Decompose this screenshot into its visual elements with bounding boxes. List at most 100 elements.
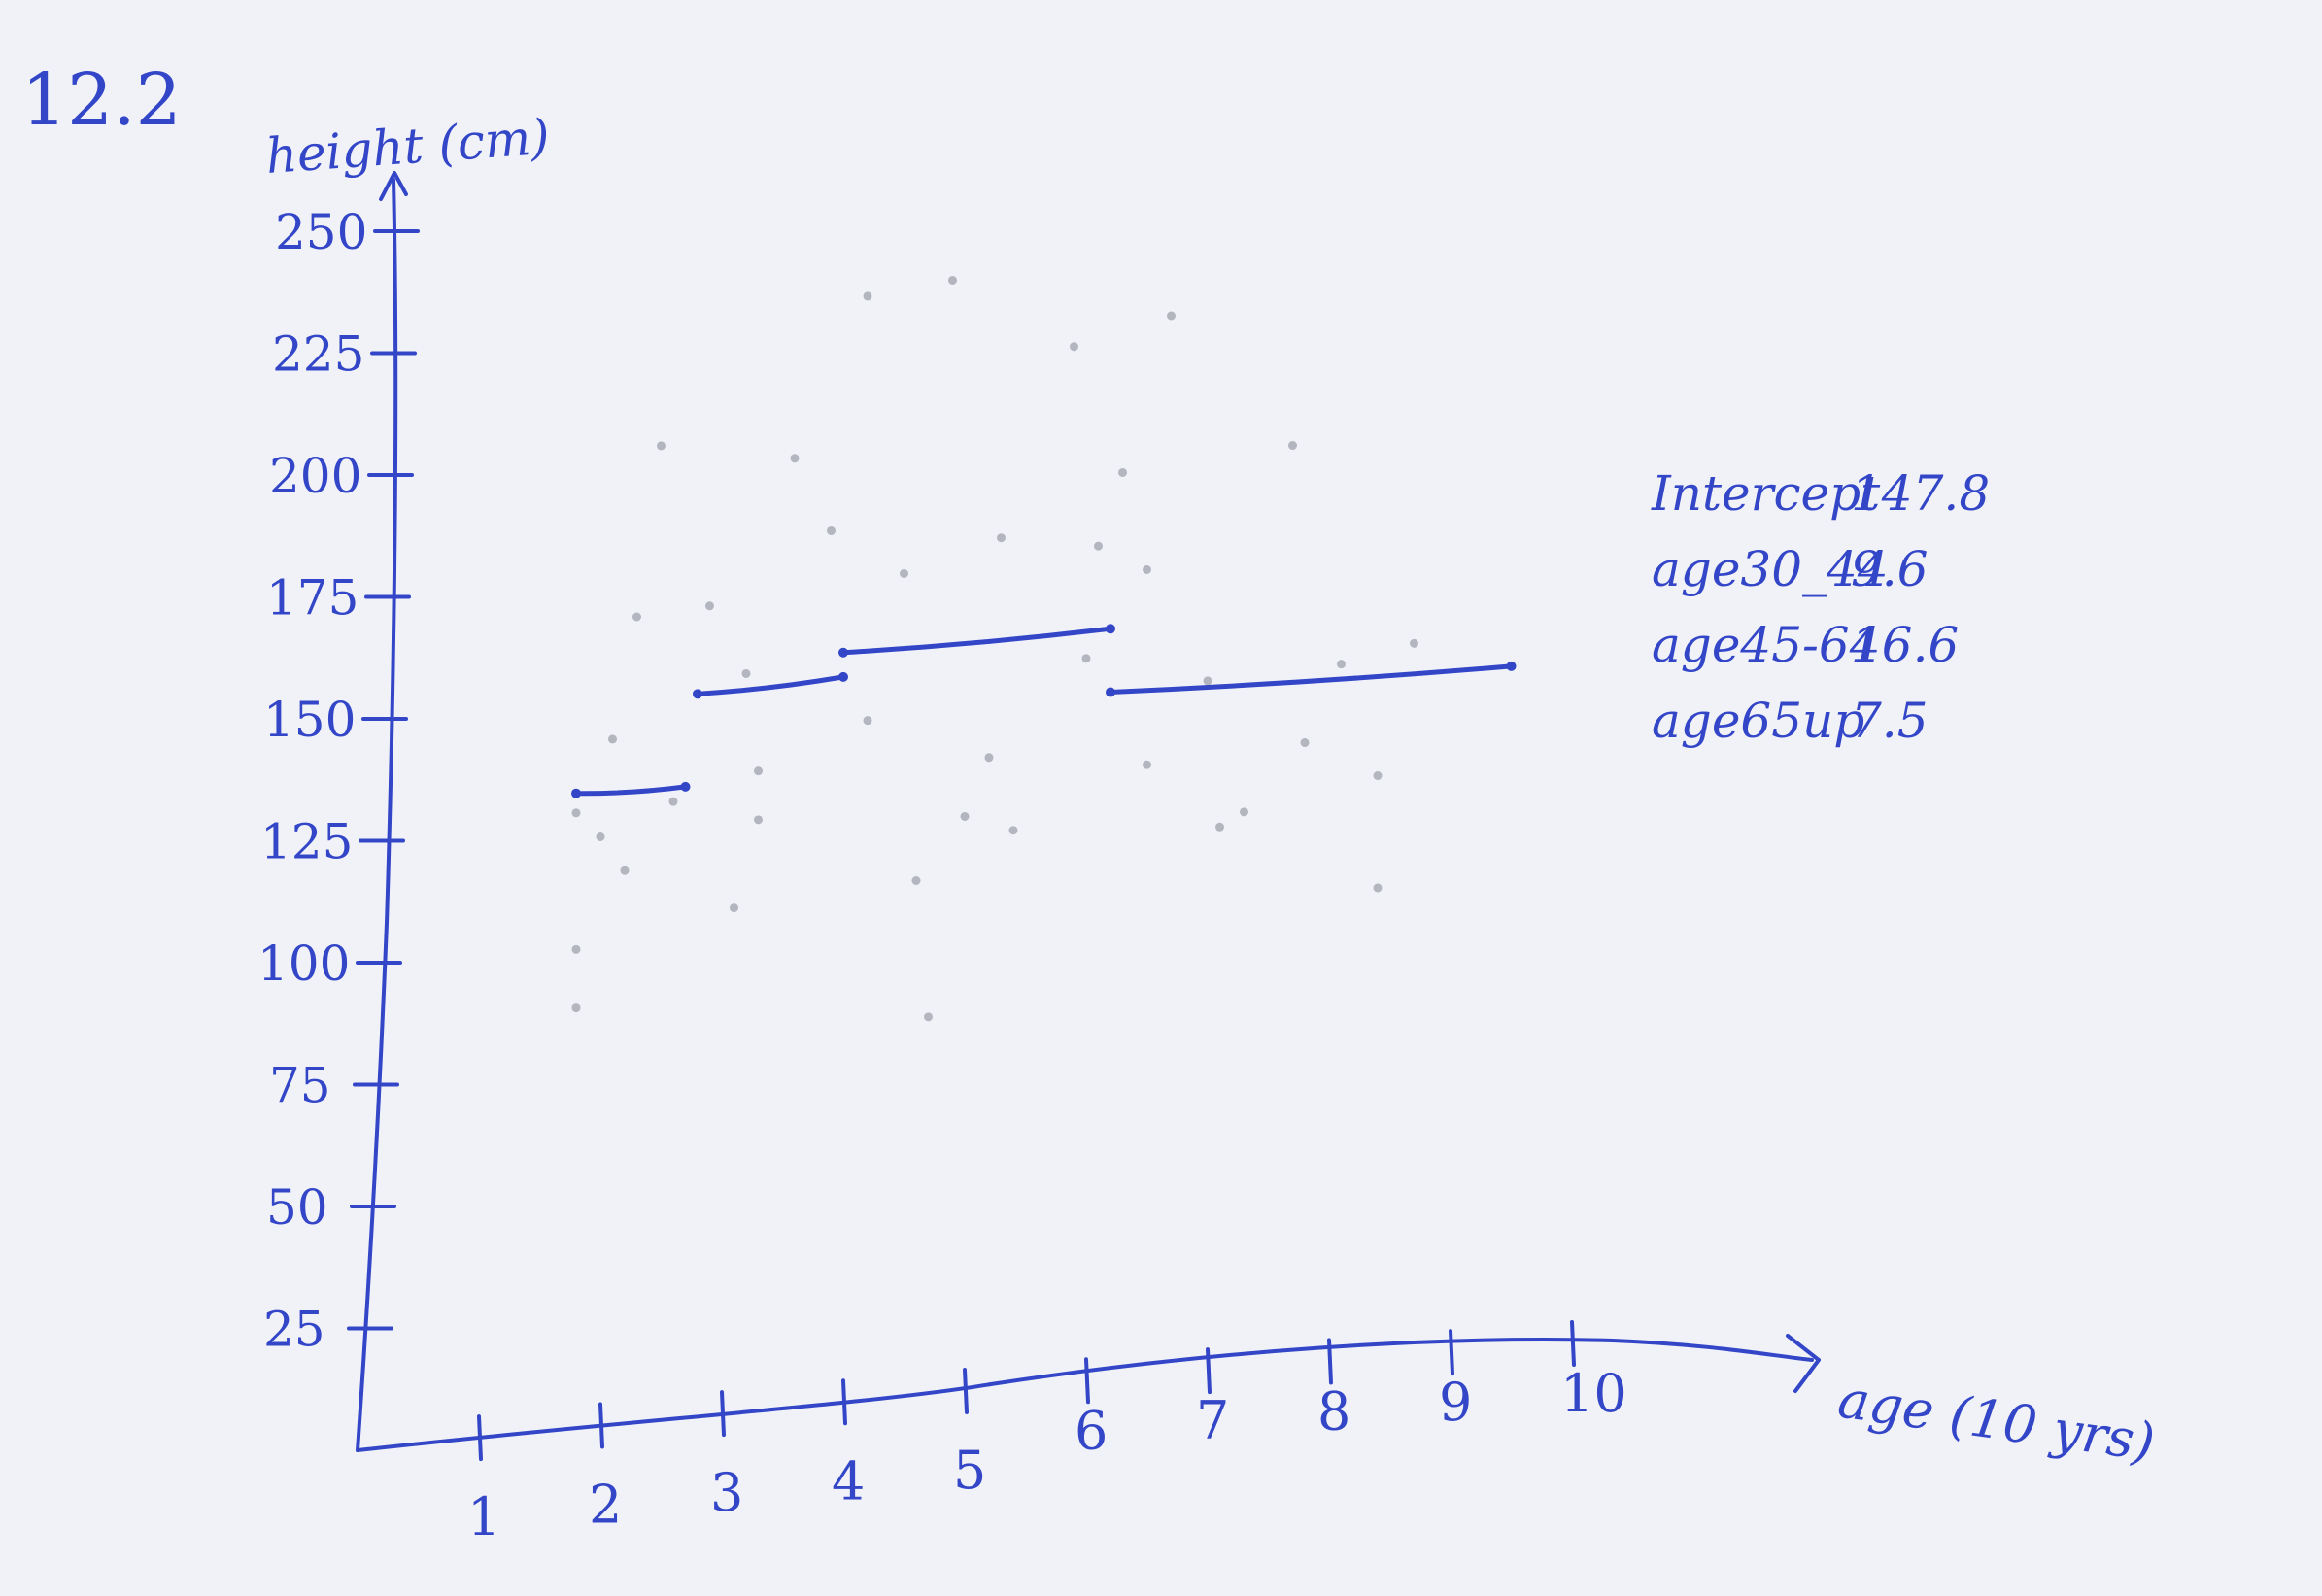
segment-endpoint (693, 689, 702, 699)
data-point (1373, 883, 1383, 893)
x-tick-mark (477, 1414, 483, 1462)
data-points (571, 275, 1418, 1022)
data-point (608, 734, 617, 744)
annotation-value: 7.5 (1851, 693, 1929, 749)
x-tick-label: 2 (589, 1474, 622, 1535)
data-point (911, 876, 921, 885)
data-point (1288, 441, 1297, 451)
data-point (1143, 760, 1151, 769)
data-point (1410, 638, 1418, 648)
y-axis-line (356, 178, 398, 1452)
x-tick-mark (841, 1378, 847, 1426)
fit-segment (573, 784, 688, 797)
data-point (705, 601, 714, 611)
y-tick-label: 225 (272, 326, 364, 383)
data-point (657, 441, 666, 451)
segment-endpoint (571, 788, 581, 798)
segment-endpoint (1106, 687, 1115, 697)
data-point (1215, 822, 1224, 832)
data-point (741, 668, 751, 678)
y-tick-label: 25 (263, 1302, 325, 1358)
y-ticks: 25 50 75 100 125 150 175 200 225 250 (257, 204, 420, 1358)
x-tick-mark (720, 1390, 726, 1438)
x-tick-label: 1 (467, 1486, 500, 1547)
data-point (984, 753, 994, 763)
x-tick-mark (1570, 1320, 1576, 1367)
data-point (900, 568, 908, 578)
data-point (571, 944, 581, 954)
x-tick-mark (1084, 1357, 1090, 1405)
x-tick-label: 5 (953, 1440, 986, 1501)
y-tick-label: 175 (266, 570, 359, 627)
y-tick-label: 250 (275, 204, 367, 260)
data-point (997, 533, 1006, 543)
y-tick-label: 125 (260, 814, 353, 870)
data-point (1143, 564, 1151, 574)
annotation-label: age30_44 (1652, 541, 1889, 597)
x-tick-label: 4 (832, 1450, 865, 1511)
segment-endpoint (1106, 624, 1115, 634)
data-point (1337, 660, 1346, 669)
segment-endpoint (838, 647, 848, 658)
annotation-value: 9.6 (1851, 541, 1929, 597)
data-point (596, 832, 605, 841)
data-point (1240, 807, 1248, 817)
data-point (571, 808, 581, 818)
fit-segment (695, 674, 846, 696)
fit-segments (571, 624, 1517, 798)
data-point (1081, 654, 1091, 663)
x-tick-mark (1206, 1347, 1212, 1395)
x-tick-mark (1327, 1338, 1333, 1385)
chart-axes (356, 171, 1821, 1452)
fit-segment (1108, 663, 1514, 696)
y-tick-label: 200 (269, 448, 361, 504)
data-point (863, 291, 872, 301)
data-point (632, 612, 641, 622)
segment-endpoint (838, 671, 848, 682)
data-point (730, 903, 738, 913)
data-point (754, 766, 763, 776)
x-axis-label: age (10 yrs) (1834, 1368, 2159, 1473)
data-point (1118, 467, 1127, 477)
data-point (1070, 342, 1078, 352)
data-point (1300, 738, 1310, 748)
x-tick-label: 7 (1196, 1390, 1229, 1451)
y-tick-label: 150 (263, 692, 356, 748)
x-tick-label: 9 (1439, 1372, 1472, 1433)
x-tick-label: 6 (1075, 1400, 1108, 1461)
annotation-label: age65up (1652, 693, 1864, 749)
y-tick-label: 75 (269, 1058, 331, 1114)
y-tick-label: 50 (266, 1179, 328, 1236)
data-point (668, 797, 678, 806)
annotation-label: age45-64 (1652, 617, 1881, 673)
data-point (924, 1012, 933, 1022)
data-point (960, 811, 970, 821)
data-point (948, 275, 957, 285)
data-point (863, 716, 872, 726)
data-point (620, 866, 630, 875)
data-point (571, 1003, 581, 1013)
data-point (1167, 311, 1176, 321)
data-point (1008, 826, 1018, 835)
x-tick-label: 10 (1560, 1363, 1627, 1424)
data-point (1203, 676, 1212, 686)
x-tick-label: 3 (710, 1462, 743, 1523)
page-label: 12.2 (21, 58, 182, 142)
x-tick-mark (1449, 1329, 1454, 1376)
segment-endpoint (1506, 661, 1517, 671)
y-axis-label: height (cm) (264, 109, 552, 185)
data-point (827, 526, 836, 535)
data-point (790, 454, 800, 463)
annotation-value: 147.8 (1851, 465, 1990, 522)
x-ticks: 1 2 3 4 5 6 7 8 9 10 (467, 1320, 1627, 1547)
annotation-value: 16.6 (1851, 617, 1959, 673)
x-axis-arrowhead (1786, 1334, 1821, 1393)
fit-segment (840, 626, 1113, 656)
y-tick-label: 100 (257, 935, 350, 992)
segment-endpoint (680, 781, 691, 792)
annotation-label: Intercept (1651, 465, 1881, 522)
data-point (754, 815, 763, 825)
x-tick-label: 8 (1317, 1380, 1350, 1442)
y-axis-arrowhead (379, 171, 408, 201)
